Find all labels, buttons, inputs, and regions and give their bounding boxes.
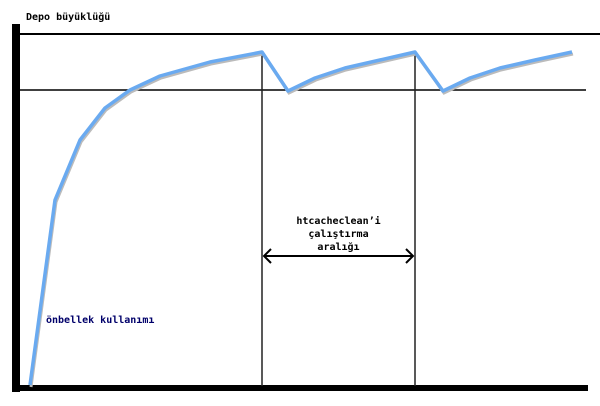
usage-curve-shadow [29,52,574,388]
interval-label-line: aralığı [317,242,360,253]
y-axis [12,24,20,392]
interval-label: htcacheclean’i çalıştırma aralığı [262,215,415,254]
y-axis-label: Depo büyüklüğü [26,12,111,23]
interval-label-line: htcacheclean’i [296,216,381,227]
interval-arrow [262,248,415,264]
usage-curve [28,50,573,386]
curve-label: önbellek kullanımı [46,315,155,326]
x-axis [12,385,588,391]
interval-label-line: çalıştırma [308,229,369,240]
